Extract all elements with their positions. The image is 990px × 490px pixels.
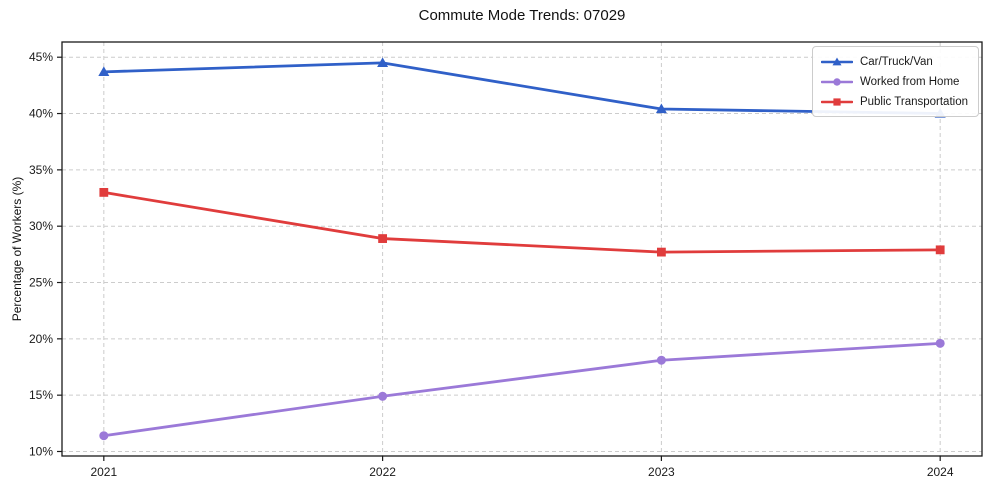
- y-tick-label: 35%: [29, 163, 53, 177]
- legend-item-worked-from-home: Worked from Home: [820, 73, 968, 90]
- legend-label: Public Transportation: [859, 95, 968, 108]
- data-point-marker: [656, 355, 666, 365]
- x-tick-label: 2021: [90, 465, 117, 479]
- legend-line-triangle-icon: [820, 57, 853, 65]
- y-tick-label: 20%: [29, 332, 53, 346]
- series-line-car-truck-van: [102, 61, 942, 115]
- x-tick-label: 2024: [927, 465, 954, 479]
- legend: Car/Truck/Van Worked from Home Public Tr…: [811, 46, 979, 117]
- y-tick-label: 40%: [29, 107, 53, 121]
- data-point-marker: [378, 234, 388, 243]
- y-tick-label: 30%: [29, 219, 53, 233]
- legend-item-public-transportation: Public Transportation: [820, 93, 968, 110]
- legend-item-car-truck-van: Car/Truck/Van: [820, 53, 968, 70]
- y-tick-label: 45%: [29, 50, 53, 64]
- legend-label: Car/Truck/Van: [859, 55, 933, 68]
- legend-label: Worked from Home: [859, 75, 960, 88]
- plot-border: [61, 41, 983, 457]
- y-tick-label: 10%: [29, 444, 53, 458]
- data-point-marker: [655, 103, 667, 114]
- legend-line-circle-icon: [820, 77, 853, 86]
- data-point-marker: [377, 57, 389, 67]
- chart-title: Commute Mode Trends: 07029: [418, 7, 626, 24]
- x-tick-label: 2023: [648, 465, 675, 479]
- y-tick-label: 25%: [29, 276, 53, 290]
- legend-line-square-icon: [820, 97, 853, 106]
- data-point-marker: [99, 431, 109, 441]
- series-line-public-transportation: [102, 190, 942, 254]
- y-tick-label: 15%: [29, 388, 53, 402]
- x-tick-label: 2022: [369, 465, 396, 479]
- data-point-marker: [98, 66, 110, 76]
- data-point-marker: [99, 187, 109, 197]
- data-point-marker: [935, 245, 945, 255]
- data-point-marker: [833, 97, 841, 106]
- data-point-marker: [656, 247, 666, 257]
- data-point-marker: [832, 57, 842, 65]
- data-point-marker: [378, 391, 388, 401]
- series-line-worked-from-home: [102, 341, 942, 438]
- data-point-marker: [833, 77, 841, 86]
- data-point-marker: [935, 338, 945, 348]
